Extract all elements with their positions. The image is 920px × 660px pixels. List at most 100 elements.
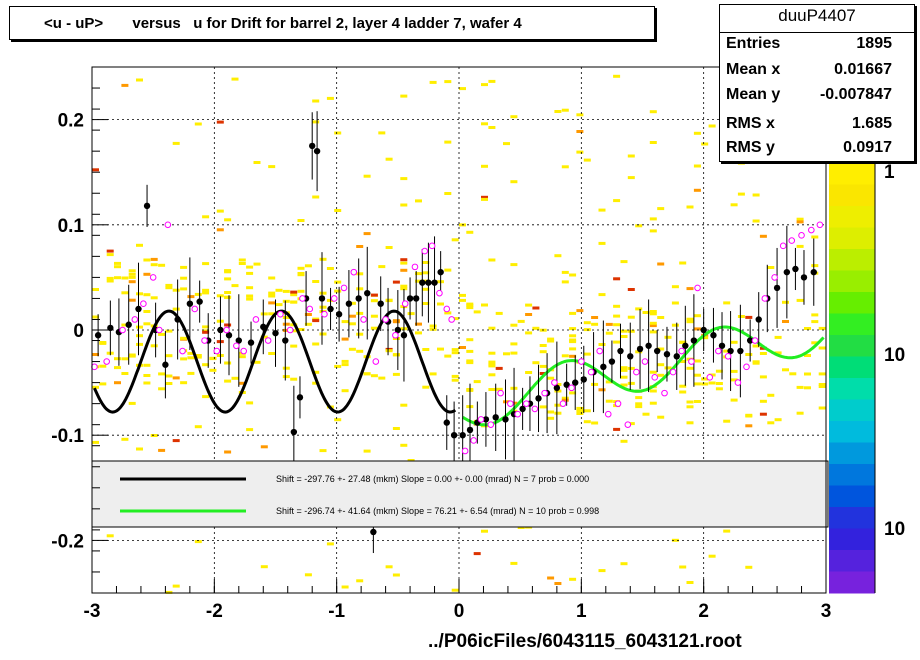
histogram-bin — [510, 323, 518, 327]
histogram-bin — [392, 427, 400, 430]
histogram-bin — [620, 368, 628, 372]
histogram-bin — [613, 323, 621, 327]
histogram-bin — [224, 379, 232, 383]
open-point — [436, 289, 443, 297]
histogram-bin — [385, 349, 393, 353]
histogram-bin — [128, 401, 136, 405]
data-point — [600, 363, 607, 371]
histogram-bin — [172, 288, 180, 292]
histogram-bin — [268, 291, 276, 295]
open-point — [661, 389, 668, 397]
histogram-bin — [158, 372, 166, 376]
histogram-bin — [378, 265, 386, 269]
histogram-bin — [554, 389, 562, 393]
histogram-bin — [796, 244, 804, 248]
histogram-bin — [437, 302, 444, 306]
histogram-bin — [459, 346, 466, 349]
open-point — [350, 268, 358, 276]
data-point — [682, 342, 689, 349]
histogram-bin — [796, 385, 804, 389]
data-point — [580, 376, 587, 383]
histogram-bin — [304, 573, 312, 577]
histogram-bin — [752, 360, 760, 364]
histogram-bin — [202, 363, 210, 367]
histogram-bin — [422, 302, 430, 305]
histogram-bin — [429, 327, 437, 331]
histogram-bin — [202, 262, 210, 266]
histogram-bin — [569, 340, 577, 344]
histogram-bin — [782, 300, 789, 304]
histogram-bin — [804, 354, 811, 357]
histogram-bin — [282, 366, 290, 370]
data-point — [690, 337, 698, 344]
stats-row-entries: Entries 1895 — [726, 35, 892, 59]
histogram-bin — [481, 164, 488, 168]
histogram-bin — [715, 382, 723, 385]
open-point — [372, 358, 380, 365]
histogram-bin — [737, 192, 745, 196]
axes: -3 -2 -1 0 1 2 3 -0.2 -0.1 0 0.1 0.2 — [51, 66, 831, 622]
histogram-bin — [745, 424, 753, 428]
histogram-bin — [231, 77, 239, 81]
histogram-bin — [143, 293, 151, 297]
histogram-bin — [569, 327, 577, 331]
open-point — [360, 316, 367, 323]
histogram-bin — [649, 370, 657, 374]
histogram-bin — [334, 131, 342, 135]
histogram-bin — [715, 369, 723, 373]
data-point — [290, 428, 298, 436]
histogram-bin — [400, 287, 408, 291]
data-point — [225, 332, 233, 339]
histogram-bin — [385, 157, 393, 161]
open-point — [470, 437, 477, 444]
histogram-bin — [547, 416, 555, 420]
histogram-bin — [444, 80, 452, 84]
histogram-bin — [150, 434, 158, 437]
histogram-bin — [723, 349, 731, 353]
histogram-bin — [282, 322, 290, 326]
stats-key: Mean x — [726, 61, 781, 78]
histogram-bin — [202, 325, 210, 329]
histogram-bin — [422, 348, 430, 351]
histogram-bin — [605, 331, 613, 335]
histogram-bin — [686, 287, 694, 291]
histogram-bin — [334, 209, 342, 212]
open-point — [604, 410, 612, 418]
data-point — [718, 342, 726, 349]
histogram-bin — [128, 269, 136, 273]
stats-row-rms-x: RMS x 1.685 — [726, 115, 892, 139]
histogram-bin — [429, 324, 437, 328]
histogram-bin — [539, 405, 547, 409]
histogram-bin — [422, 385, 430, 389]
histogram-bin — [378, 131, 386, 135]
data-point — [810, 268, 817, 276]
data-point — [345, 300, 353, 307]
histogram-bin — [341, 389, 349, 393]
histogram-bin — [326, 96, 334, 100]
histogram-bin — [253, 262, 261, 266]
palette-swatch — [829, 485, 875, 508]
histogram-bin — [774, 418, 782, 422]
histogram-bin — [620, 366, 628, 370]
open-point — [633, 368, 640, 376]
data-point — [535, 395, 542, 402]
histogram-bin — [114, 276, 121, 280]
open-point — [497, 389, 504, 397]
histogram-bin — [774, 335, 782, 339]
histogram-bin — [657, 316, 665, 319]
histogram-bin — [290, 300, 298, 304]
histogram-bin — [693, 359, 701, 363]
data-point — [443, 419, 450, 426]
histogram-bin — [341, 359, 349, 363]
histogram-bin — [106, 279, 114, 283]
data-point — [318, 295, 326, 302]
histogram-bin — [334, 364, 342, 368]
histogram-bin — [510, 351, 518, 355]
data-point — [107, 324, 114, 332]
histogram-bin — [525, 371, 533, 374]
open-point — [743, 363, 750, 371]
histogram-bin — [356, 349, 364, 353]
histogram-bin — [561, 165, 569, 169]
histogram-bin — [172, 307, 180, 311]
palette-swatch — [829, 206, 875, 228]
